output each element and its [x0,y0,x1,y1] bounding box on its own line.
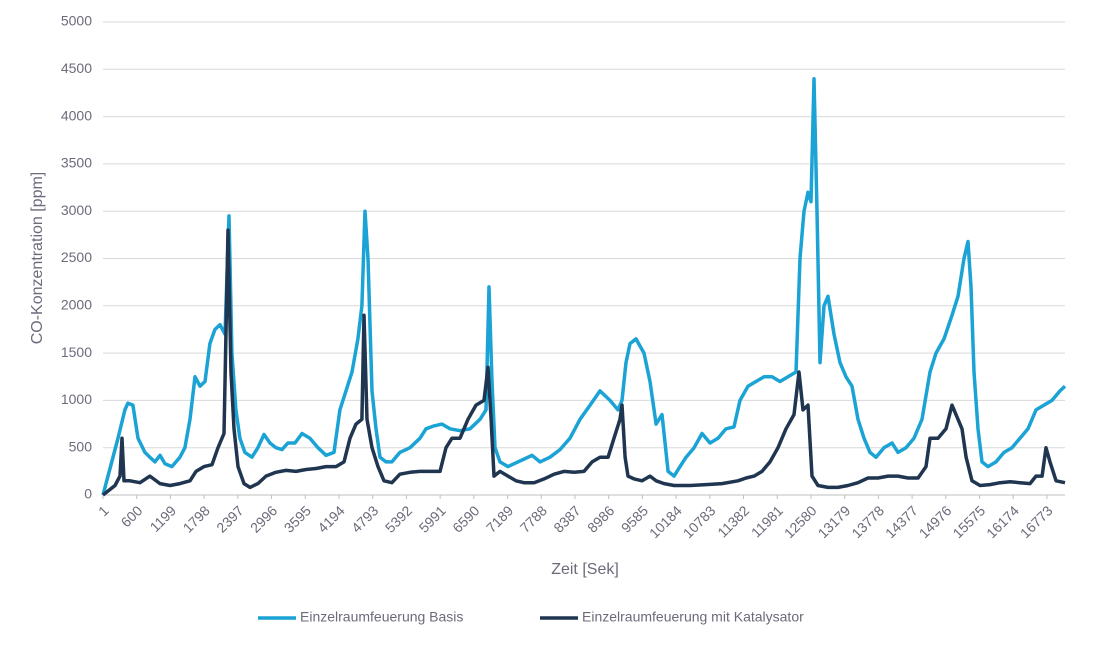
y-tick-label: 1500 [61,344,92,360]
x-tick-label: 13778 [848,502,887,541]
x-tick-label: 600 [118,502,146,530]
x-tick-label: 4194 [314,502,347,535]
x-tick-label: 10184 [646,502,685,541]
legend-label: Einzelraumfeuerung Basis [300,609,463,625]
x-tick-label: 2397 [213,502,246,535]
x-tick-label: 7189 [483,502,516,535]
x-tick-label: 12580 [781,502,820,541]
x-axis-title: Zeit [Sek] [551,561,619,578]
y-tick-label: 1000 [61,391,92,407]
y-tick-label: 2500 [61,249,92,265]
x-tick-label: 11382 [714,502,752,540]
x-tick-label: 13179 [815,502,854,541]
x-tick-label: 5991 [416,502,449,535]
y-tick-label: 4500 [61,60,92,76]
x-tick-label: 6590 [449,502,482,535]
legend-label: Einzelraumfeuerung mit Katalysator [582,609,804,625]
x-tick-label: 1 [95,502,112,519]
y-tick-label: 0 [84,486,92,502]
x-tick-label: 5392 [382,502,415,535]
x-tick-label: 1199 [147,502,180,535]
x-tick-label: 10783 [680,502,719,541]
x-tick-label: 11981 [748,502,786,540]
x-tick-label: 8387 [550,502,583,535]
series-line [101,228,1066,497]
x-tick-label: 1798 [180,502,213,535]
series-line [101,77,1067,496]
y-tick-label: 500 [69,438,93,454]
x-tick-label: 8986 [584,502,617,535]
x-tick-label: 3595 [281,502,314,535]
x-tick-label: 16773 [1017,502,1056,541]
x-tick-label: 2996 [247,502,280,535]
y-tick-label: 5000 [61,13,92,29]
x-tick-label: 14377 [882,502,921,541]
x-tick-label: 14976 [916,502,955,541]
x-tick-label: 15575 [949,502,988,541]
x-tick-label: 16174 [983,502,1022,541]
y-tick-label: 4000 [61,107,92,123]
y-tick-label: 3000 [61,202,92,218]
y-tick-label: 3500 [61,155,92,171]
y-axis-title: CO-Konzentration [ppm] [29,172,46,345]
x-tick-label: 4793 [348,502,381,535]
y-tick-label: 2000 [61,297,92,313]
x-tick-label: 7788 [517,502,550,535]
